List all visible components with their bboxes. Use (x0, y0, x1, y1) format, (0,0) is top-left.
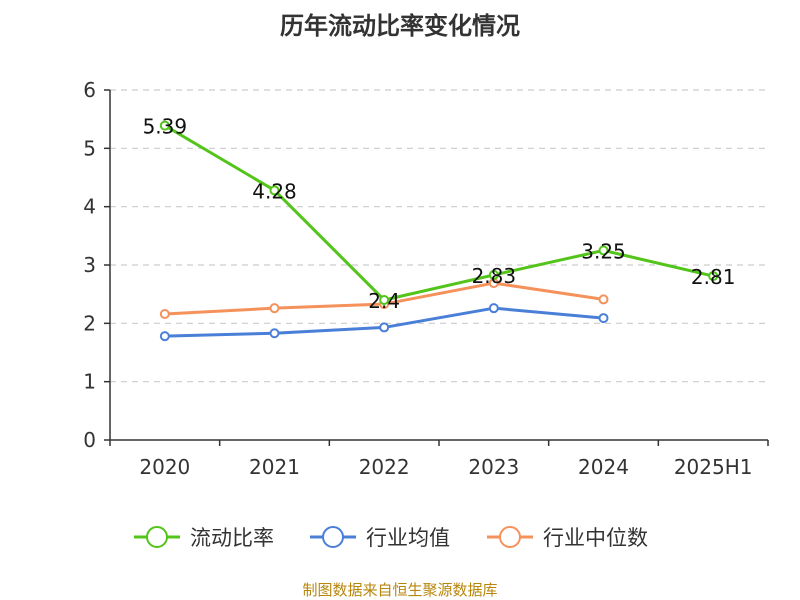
y-tick-label: 4 (83, 195, 96, 219)
x-tick-label: 2020 (139, 455, 190, 479)
x-tick-label: 2023 (468, 455, 519, 479)
data-label: 5.39 (143, 115, 188, 139)
x-tick-label: 2022 (359, 455, 410, 479)
legend-marker (322, 526, 344, 548)
data-point (269, 185, 280, 196)
data-point (269, 328, 280, 339)
y-tick-label: 0 (83, 428, 96, 452)
data-point (269, 303, 280, 314)
y-tick-label: 5 (83, 136, 96, 160)
data-point (159, 120, 170, 131)
data-point (708, 271, 719, 282)
x-tick-label: 2024 (578, 455, 629, 479)
data-point (598, 294, 609, 305)
legend-marker (146, 526, 168, 548)
x-tick-label: 2021 (249, 455, 300, 479)
y-tick-label: 1 (83, 370, 96, 394)
y-tick-label: 2 (83, 311, 96, 335)
data-label: 4.28 (252, 179, 297, 203)
data-point (488, 269, 499, 280)
data-point (159, 309, 170, 319)
data-point (598, 245, 609, 256)
data-point (379, 295, 390, 305)
data-point (379, 322, 390, 333)
data-label: 2.81 (691, 265, 736, 289)
legend-label: 行业中位数 (543, 526, 648, 550)
legend-marker (499, 526, 521, 548)
data-point (159, 331, 170, 342)
legend-label: 行业均值 (366, 526, 450, 550)
chart-title: 历年流动比率变化情况 (280, 12, 520, 40)
data-label: 2.83 (472, 264, 517, 288)
data-point (598, 313, 609, 324)
legend-label: 流动比率 (190, 526, 274, 550)
source-note: 制图数据来自恒生聚源数据库 (302, 581, 498, 599)
series-line (164, 124, 714, 302)
data-label: 2.4 (368, 289, 400, 313)
data-label: 3.25 (581, 239, 626, 263)
x-tick-label: 2025H1 (674, 455, 753, 479)
data-point (488, 303, 499, 314)
y-tick-label: 6 (83, 78, 96, 102)
y-tick-label: 3 (83, 253, 96, 277)
